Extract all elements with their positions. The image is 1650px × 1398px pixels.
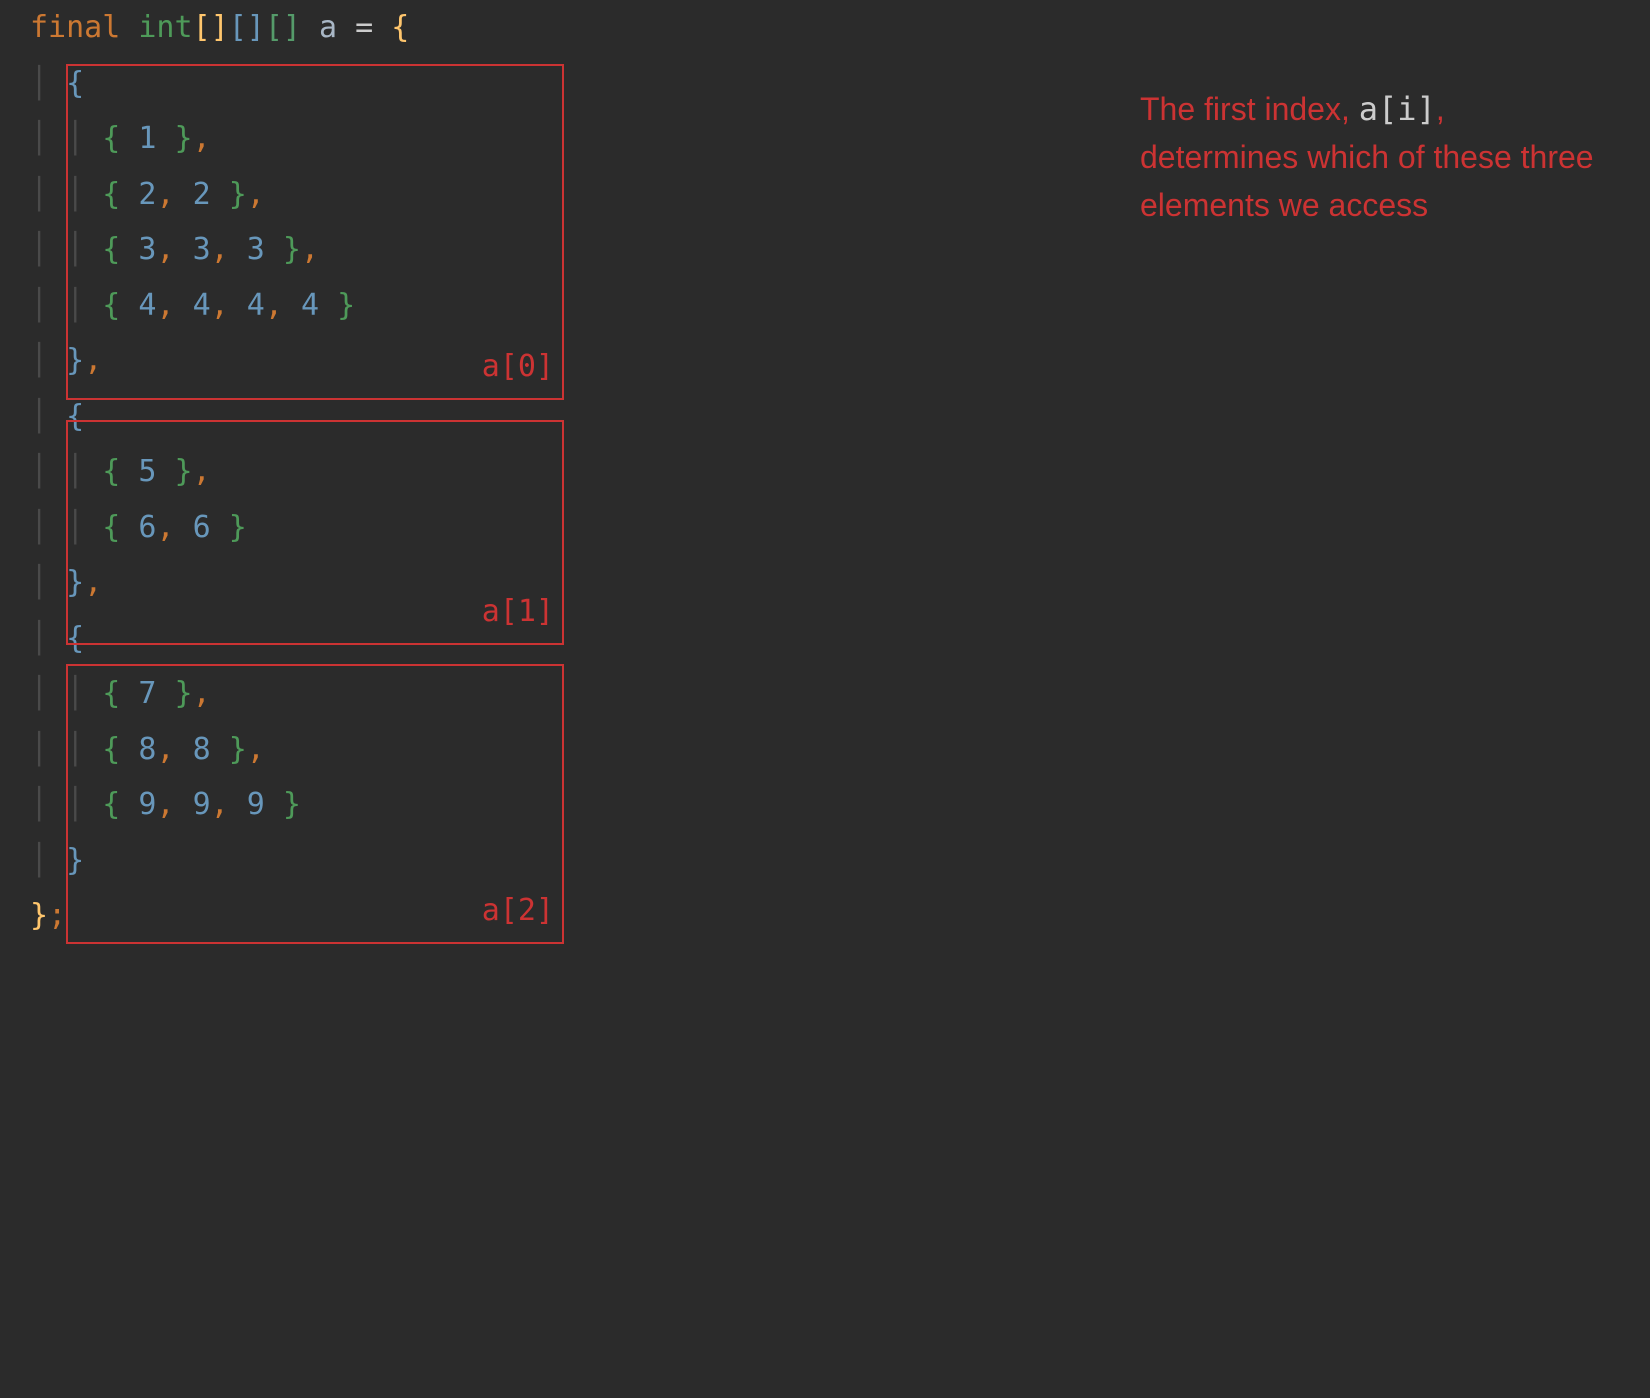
bracket-pair-3: [] [265,10,301,45]
closing-line: }; [30,888,1650,944]
group-2-open: │ { [30,611,1650,667]
open-brace-group: { [66,66,84,101]
group-2-row-2: │ │ { 9, 9, 9 } [30,777,1650,833]
annotation-text: The first index, a[i], determines which … [1140,85,1600,229]
bracket-pair-2: [] [229,10,265,45]
group-1-close: │ }, [30,555,1650,611]
group-2-row-1: │ │ { 8, 8 }, [30,722,1650,778]
group-1-row-1: │ │ { 6, 6 } [30,500,1650,556]
group-1-row-0: │ │ { 5 }, [30,444,1650,500]
group-0-row-3: │ │ { 4, 4, 4, 4 } [30,278,1650,334]
keyword-final: final [30,10,120,45]
group-0-close: │ }, [30,333,1650,389]
annotation-code: a[i] [1359,90,1436,128]
equals-op: = [355,10,373,45]
group-0-row-2: │ │ { 3, 3, 3 }, [30,222,1650,278]
bracket-pair-1: [] [193,10,229,45]
group-1-open: │ { [30,389,1650,445]
group-2-row-0: │ │ { 7 }, [30,666,1650,722]
group-2-close: │ } [30,833,1650,889]
keyword-int: int [138,10,192,45]
open-brace-outer: { [391,10,409,45]
declaration-line: final int[][][] a = { [30,0,1650,56]
variable-name: a [319,10,337,45]
annotation-before: The first index, [1140,91,1359,127]
